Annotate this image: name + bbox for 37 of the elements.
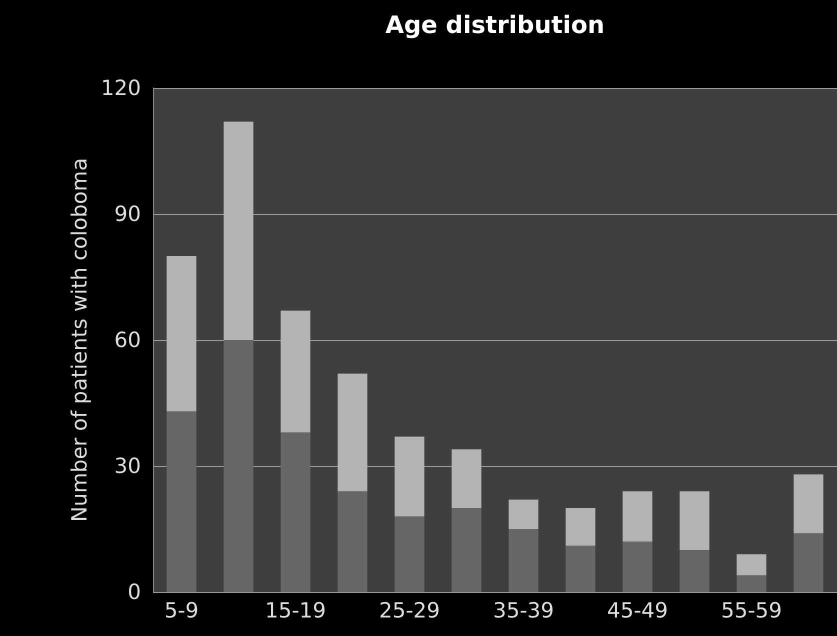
x-tick-label: 25-29 — [378, 598, 440, 622]
bar — [508, 529, 538, 592]
bar — [794, 474, 824, 534]
bar — [338, 374, 368, 492]
bar — [680, 550, 710, 592]
bar — [508, 500, 538, 529]
bar — [736, 575, 766, 592]
x-tick-label: 5-9 — [164, 598, 199, 622]
bar — [622, 542, 652, 592]
x-tick-label: 35-39 — [492, 598, 554, 622]
bar — [622, 491, 652, 542]
chart-title: Age distribution — [385, 11, 605, 39]
y-tick-label: 60 — [114, 328, 141, 352]
bar — [280, 310, 310, 432]
bar — [338, 491, 368, 592]
y-tick-label: 30 — [114, 454, 141, 478]
y-tick-label: 120 — [100, 76, 141, 100]
x-tick-label: 55-59 — [720, 598, 782, 622]
y-axis-title: Number of patients with coloboma — [68, 158, 92, 522]
bar — [736, 554, 766, 576]
bar — [452, 449, 482, 508]
bar — [280, 432, 310, 592]
bar — [166, 256, 196, 412]
x-tick-label: 15-19 — [264, 598, 326, 622]
bar — [680, 491, 710, 550]
bar — [394, 516, 424, 592]
bar — [566, 508, 596, 546]
y-tick-label: 90 — [114, 202, 141, 226]
bar — [394, 436, 424, 516]
bar — [452, 508, 482, 592]
bar — [566, 546, 596, 592]
x-tick-label: 45-49 — [606, 598, 668, 622]
y-tick-label: 0 — [128, 580, 141, 604]
bar — [224, 340, 254, 592]
bar — [794, 533, 824, 592]
bar — [224, 122, 254, 340]
bar — [166, 411, 196, 592]
